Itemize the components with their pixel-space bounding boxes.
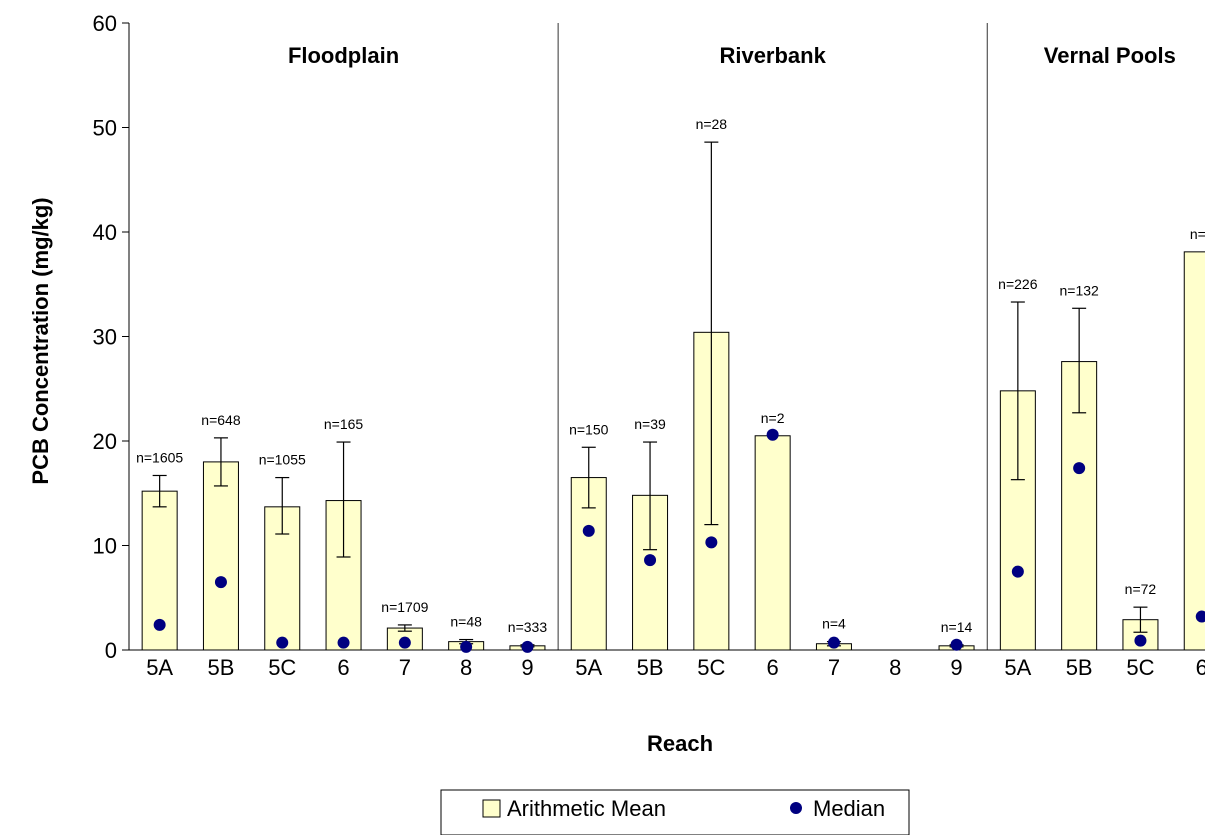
median-point — [1195, 610, 1205, 623]
sample-size-label: n=39 — [634, 416, 666, 432]
x-tick-label: 5C — [268, 655, 296, 680]
x-tick-label: 6 — [1196, 655, 1205, 680]
y-axis-title: PCB Concentration (mg/kg) — [28, 197, 53, 484]
x-tick-label: 5B — [1066, 655, 1093, 680]
median-point — [705, 536, 718, 549]
y-tick-label: 30 — [93, 325, 117, 350]
y-axis: 0 10 20 30 40 50 60 — [93, 11, 129, 663]
x-tick-label: 7 — [399, 655, 411, 680]
median-point — [398, 636, 411, 649]
sample-size-label: n=1709 — [381, 599, 428, 615]
median-point — [460, 640, 473, 653]
legend-median-marker — [790, 802, 802, 814]
median-point — [582, 524, 595, 537]
median-point — [766, 428, 779, 441]
median-point — [950, 638, 963, 651]
sample-size-label: n=72 — [1125, 581, 1157, 597]
y-tick-label: 10 — [93, 534, 117, 559]
median-point — [521, 640, 534, 653]
median-point — [827, 636, 840, 649]
y-tick-label: 60 — [93, 11, 117, 36]
mean-bar — [754, 435, 791, 651]
x-tick-label: 5A — [146, 655, 173, 680]
mean-bar — [1183, 251, 1205, 651]
sample-size-label: n=2 — [761, 410, 785, 426]
median-point — [1011, 565, 1024, 578]
group-vernal-pools: Vernal Pools n=226 5A n=132 5B n=72 5C n=3 6 — [986, 23, 1205, 680]
group-label: Riverbank — [719, 43, 826, 68]
median-point — [153, 618, 166, 631]
sample-size-label: n=648 — [201, 412, 241, 428]
x-tick-label: 9 — [521, 655, 533, 680]
x-tick-label: 6 — [767, 655, 779, 680]
median-point — [337, 636, 350, 649]
sample-size-label: n=132 — [1059, 282, 1099, 298]
sample-size-label: n=1605 — [136, 449, 183, 465]
sample-size-label: n=3 — [1190, 226, 1205, 242]
sample-size-label: n=28 — [696, 116, 728, 132]
x-tick-label: 5B — [207, 655, 234, 680]
x-axis-title: Reach — [647, 731, 713, 756]
x-tick-label: 6 — [337, 655, 349, 680]
median-point — [1134, 634, 1147, 647]
x-tick-label: 9 — [950, 655, 962, 680]
y-tick-label: 0 — [105, 638, 117, 663]
median-point — [644, 554, 657, 567]
sample-size-label: n=48 — [450, 614, 482, 630]
y-tick-label: 50 — [93, 116, 117, 141]
median-point — [1073, 462, 1086, 475]
x-tick-label: 5C — [1126, 655, 1154, 680]
sample-size-label: n=4 — [822, 616, 846, 632]
legend-mean-swatch — [482, 799, 501, 818]
group-floodplain: Floodplain n=1605 5A n=648 5B n=1055 5C n=165 6 n… — [136, 43, 547, 680]
x-tick-label: 8 — [460, 655, 472, 680]
sample-size-label: n=226 — [998, 276, 1038, 292]
group-label: Floodplain — [288, 43, 399, 68]
median-point — [214, 576, 227, 589]
sample-size-label: n=333 — [508, 619, 548, 635]
reach-groups: Floodplain n=1605 5A n=648 5B n=1055 5C n=165 6 n… — [136, 23, 1205, 680]
legend-median-label: Median — [813, 796, 885, 821]
group-riverbank: Riverbank n=150 5A n=39 5B n=28 5C n=2 6 n=4 7 8 n=1… — [557, 23, 975, 680]
median-point — [276, 636, 289, 649]
x-tick-label: 5B — [637, 655, 664, 680]
x-tick-label: 8 — [889, 655, 901, 680]
sample-size-label: n=150 — [569, 421, 609, 437]
x-tick-label: 5A — [575, 655, 602, 680]
legend-box — [440, 789, 910, 835]
x-tick-label: 5A — [1004, 655, 1031, 680]
y-tick-label: 20 — [93, 429, 117, 454]
legend: Arithmetic Mean Median — [440, 789, 910, 835]
sample-size-label: n=14 — [941, 619, 973, 635]
sample-size-label: n=165 — [324, 416, 364, 432]
group-label: Vernal Pools — [1044, 43, 1176, 68]
mean-bar — [202, 461, 239, 651]
legend-mean-label: Arithmetic Mean — [507, 796, 666, 821]
y-tick-label: 40 — [93, 220, 117, 245]
sample-size-label: n=1055 — [259, 452, 306, 468]
x-tick-label: 7 — [828, 655, 840, 680]
x-tick-label: 5C — [697, 655, 725, 680]
